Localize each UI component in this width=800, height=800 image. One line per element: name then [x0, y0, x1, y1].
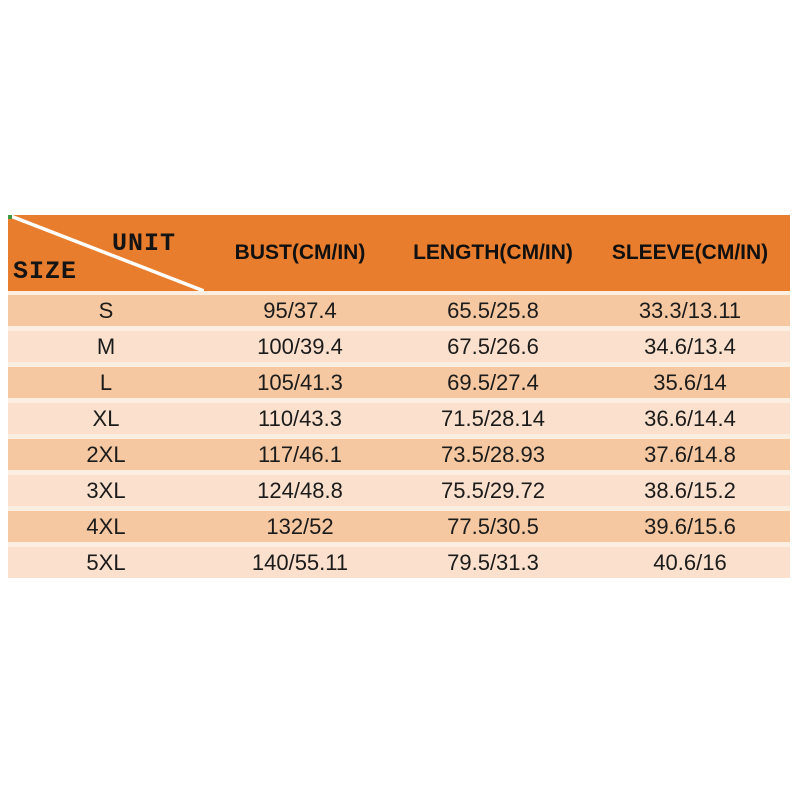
diagonal-divider-line [8, 215, 204, 291]
bust-value: 95/37.4 [263, 297, 337, 323]
sleeve-value: 37.6/14.8 [644, 441, 736, 467]
sleeve-value: 35.6/14 [653, 369, 727, 395]
size-label: M [96, 333, 116, 359]
length-value: 79.5/31.3 [447, 549, 539, 575]
column-header-sleeve: SLEEVE(CM/IN) [611, 241, 769, 264]
table-row-2xl: 2XL 117/46.1 73.5/28.93 37.6/14.8 [8, 439, 790, 470]
table-row-xl: XL 110/43.3 71.5/28.14 36.6/14.4 [8, 403, 790, 434]
size-label: 4XL [86, 513, 126, 539]
sleeve-value: 39.6/15.6 [644, 513, 736, 539]
table-row-m: M 100/39.4 67.5/26.6 34.6/13.4 [8, 331, 790, 362]
bust-value: 117/46.1 [257, 441, 342, 467]
corner-artifact-dot [8, 215, 12, 219]
table-header-row: UNIT SIZE BUST(CM/IN) LENGTH(CM/IN) SLEE… [8, 215, 790, 291]
bust-value: 105/41.3 [257, 369, 343, 395]
length-value: 65.5/25.8 [447, 297, 539, 323]
corner-size-label: SIZE [13, 257, 78, 286]
sleeve-value: 36.6/14.4 [644, 405, 736, 431]
size-label: S [98, 297, 114, 323]
table-row-s: S 95/37.4 65.5/25.8 33.3/13.11 [8, 295, 790, 326]
corner-cell-size-unit: UNIT SIZE [8, 215, 204, 291]
length-value: 75.5/29.72 [441, 477, 545, 503]
sleeve-value: 34.6/13.4 [644, 333, 736, 359]
length-value: 71.5/28.14 [441, 405, 545, 431]
length-value: 77.5/30.5 [447, 513, 539, 539]
table-row-3xl: 3XL 124/48.8 75.5/29.72 38.6/15.2 [8, 475, 790, 506]
bust-value: 132/52 [266, 513, 334, 539]
corner-unit-label: UNIT [112, 229, 177, 258]
column-header-bust: BUST(CM/IN) [234, 241, 366, 264]
bust-value: 140/55.11 [251, 549, 349, 575]
bust-value: 110/43.3 [257, 405, 342, 431]
table-body: S 95/37.4 65.5/25.8 33.3/13.11 M 100/39.… [8, 291, 790, 578]
sleeve-value: 33.3/13.11 [638, 297, 742, 323]
length-value: 67.5/26.6 [447, 333, 539, 359]
bust-value: 124/48.8 [257, 477, 343, 503]
size-label: 2XL [86, 441, 126, 467]
size-label: 3XL [86, 477, 126, 503]
table-row-4xl: 4XL 132/52 77.5/30.5 39.6/15.6 [8, 511, 790, 542]
sleeve-value: 38.6/15.2 [644, 477, 736, 503]
size-label: L [99, 369, 113, 395]
table-row-l: L 105/41.3 69.5/27.4 35.6/14 [8, 367, 790, 398]
bust-value: 100/39.4 [257, 333, 343, 359]
size-chart-table: UNIT SIZE BUST(CM/IN) LENGTH(CM/IN) SLEE… [8, 215, 790, 578]
table-row-5xl: 5XL 140/55.11 79.5/31.3 40.6/16 [8, 547, 790, 578]
length-value: 69.5/27.4 [447, 369, 539, 395]
size-label: 5XL [86, 549, 126, 575]
sleeve-value: 40.6/16 [653, 549, 727, 575]
size-label: XL [92, 405, 120, 431]
length-value: 73.5/28.93 [441, 441, 545, 467]
column-header-length: LENGTH(CM/IN) [413, 241, 573, 264]
